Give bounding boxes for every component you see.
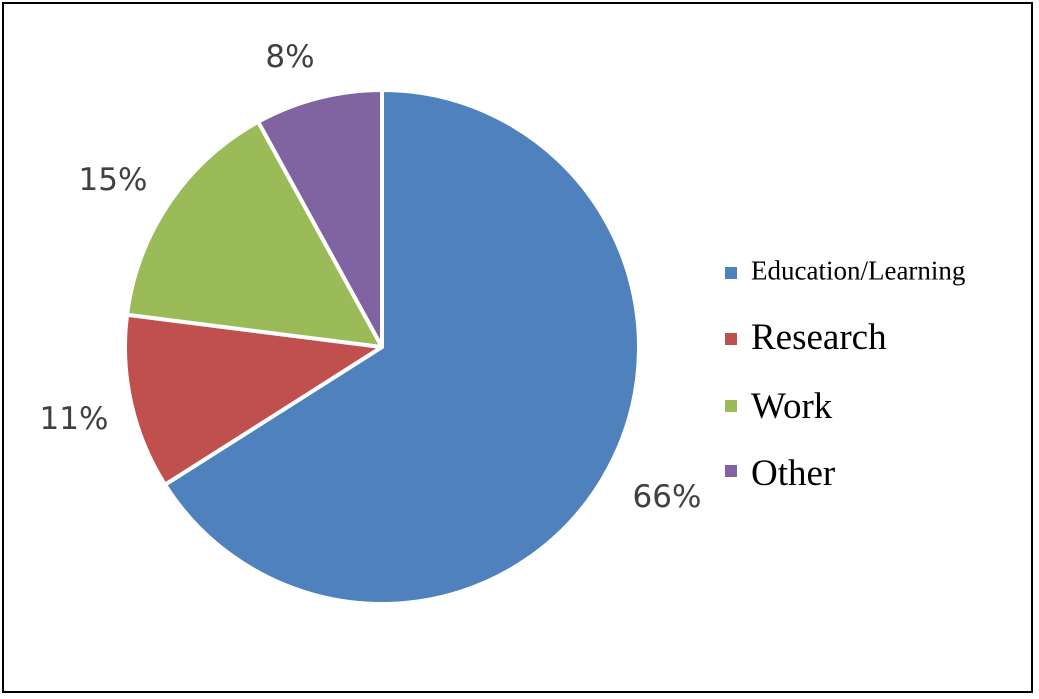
legend-label-research: Research [751, 317, 887, 358]
legend: Education/Learning Research Work Other [725, 255, 965, 494]
legend-label-education-learning: Education/Learning [751, 255, 965, 285]
legend-swatch-research [725, 333, 737, 345]
pie-slice-research [123, 312, 384, 487]
pie-slice-work [125, 119, 384, 349]
data-label-other: 8% [265, 39, 314, 75]
data-label-education-learning: 66% [633, 479, 702, 515]
pie-data-labels: 66% 11% 15% 8% [40, 39, 702, 515]
pie-slice-other [256, 88, 384, 349]
data-label-work: 15% [79, 162, 148, 198]
pie-slices [123, 88, 641, 606]
legend-swatch-education-learning [725, 267, 737, 279]
pie-slice-education-learning [163, 88, 641, 606]
legend-swatch-other [725, 465, 737, 477]
data-label-research: 11% [40, 401, 109, 437]
legend-label-other: Other [751, 453, 835, 494]
legend-label-work: Work [751, 386, 833, 427]
legend-swatch-work [725, 400, 737, 412]
